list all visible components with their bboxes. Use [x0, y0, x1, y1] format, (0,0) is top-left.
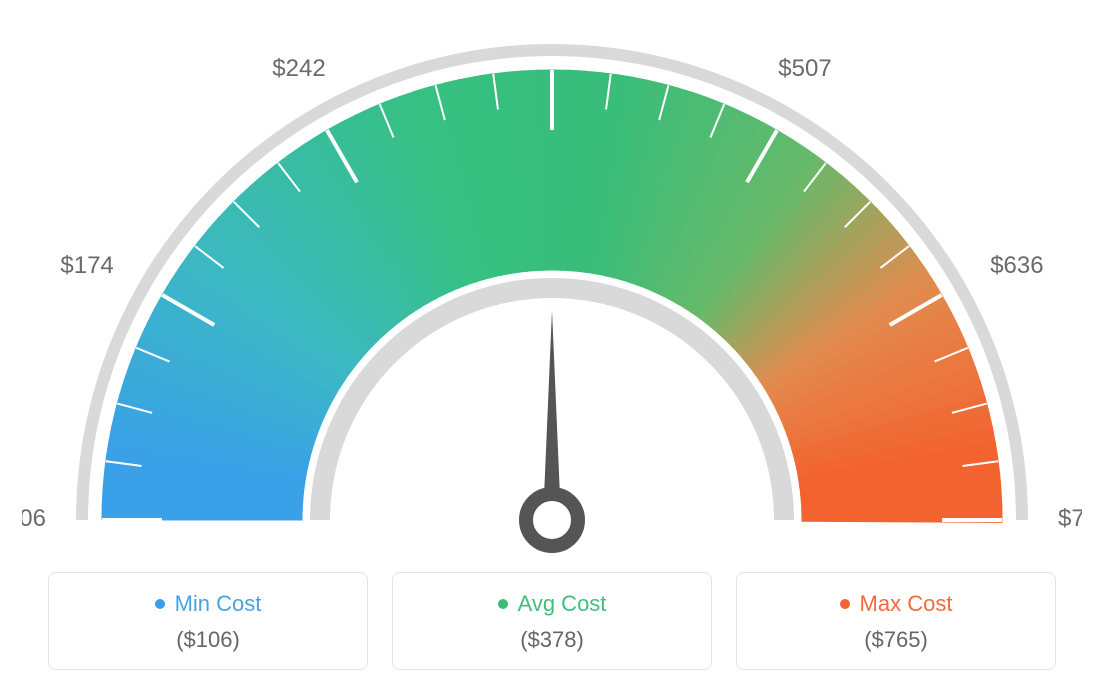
- legend-card-max: Max Cost ($765): [736, 572, 1056, 670]
- gauge-tick-label: $242: [272, 55, 325, 82]
- gauge-tick-label: $106: [22, 505, 46, 532]
- legend-dot-max: [840, 599, 850, 609]
- legend-card-avg: Avg Cost ($378): [392, 572, 712, 670]
- legend-value-max: ($765): [747, 627, 1045, 653]
- legend-title-max: Max Cost: [860, 591, 953, 617]
- legend-title-row: Min Cost: [59, 591, 357, 617]
- legend-dot-min: [155, 599, 165, 609]
- legend-title-row: Max Cost: [747, 591, 1045, 617]
- legend-title-avg: Avg Cost: [518, 591, 607, 617]
- gauge-tick-label: $636: [990, 252, 1043, 279]
- gauge-tick-label: $378: [525, 10, 578, 14]
- gauge-tick-label: $765: [1058, 505, 1082, 532]
- legend-dot-avg: [498, 599, 508, 609]
- legend-title-row: Avg Cost: [403, 591, 701, 617]
- legend-value-avg: ($378): [403, 627, 701, 653]
- legend-title-min: Min Cost: [175, 591, 262, 617]
- cost-gauge-chart: $106 $174 $242 $378 $507 $636 $765: [22, 10, 1082, 570]
- legend-card-min: Min Cost ($106): [48, 572, 368, 670]
- gauge-tick-label: $174: [60, 252, 113, 279]
- legend-row: Min Cost ($106) Avg Cost ($378) Max Cost…: [0, 572, 1104, 670]
- gauge-hub: [526, 494, 578, 546]
- legend-value-min: ($106): [59, 627, 357, 653]
- gauge-svg: $106 $174 $242 $378 $507 $636 $765: [22, 10, 1082, 570]
- gauge-tick-label: $507: [778, 55, 831, 82]
